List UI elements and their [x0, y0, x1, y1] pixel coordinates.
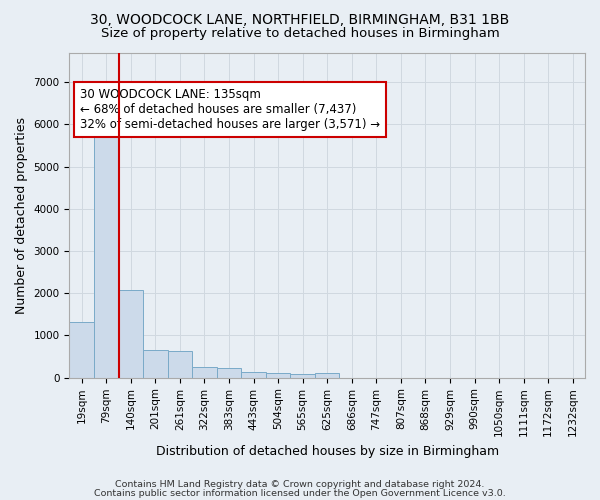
Bar — [119, 290, 143, 378]
Bar — [167, 351, 192, 378]
Bar — [143, 350, 167, 378]
Bar — [94, 100, 119, 378]
Text: Contains HM Land Registry data © Crown copyright and database right 2024.: Contains HM Land Registry data © Crown c… — [115, 480, 485, 489]
Bar — [315, 374, 340, 378]
Bar — [241, 372, 266, 378]
Text: 30 WOODCOCK LANE: 135sqm
← 68% of detached houses are smaller (7,437)
32% of sem: 30 WOODCOCK LANE: 135sqm ← 68% of detach… — [80, 88, 380, 132]
Bar — [217, 368, 241, 378]
X-axis label: Distribution of detached houses by size in Birmingham: Distribution of detached houses by size … — [155, 444, 499, 458]
Bar — [266, 374, 290, 378]
Bar — [192, 366, 217, 378]
Text: 30, WOODCOCK LANE, NORTHFIELD, BIRMINGHAM, B31 1BB: 30, WOODCOCK LANE, NORTHFIELD, BIRMINGHA… — [91, 12, 509, 26]
Text: Size of property relative to detached houses in Birmingham: Size of property relative to detached ho… — [101, 28, 499, 40]
Bar — [290, 374, 315, 378]
Text: Contains public sector information licensed under the Open Government Licence v3: Contains public sector information licen… — [94, 489, 506, 498]
Y-axis label: Number of detached properties: Number of detached properties — [15, 116, 28, 314]
Bar — [70, 322, 94, 378]
